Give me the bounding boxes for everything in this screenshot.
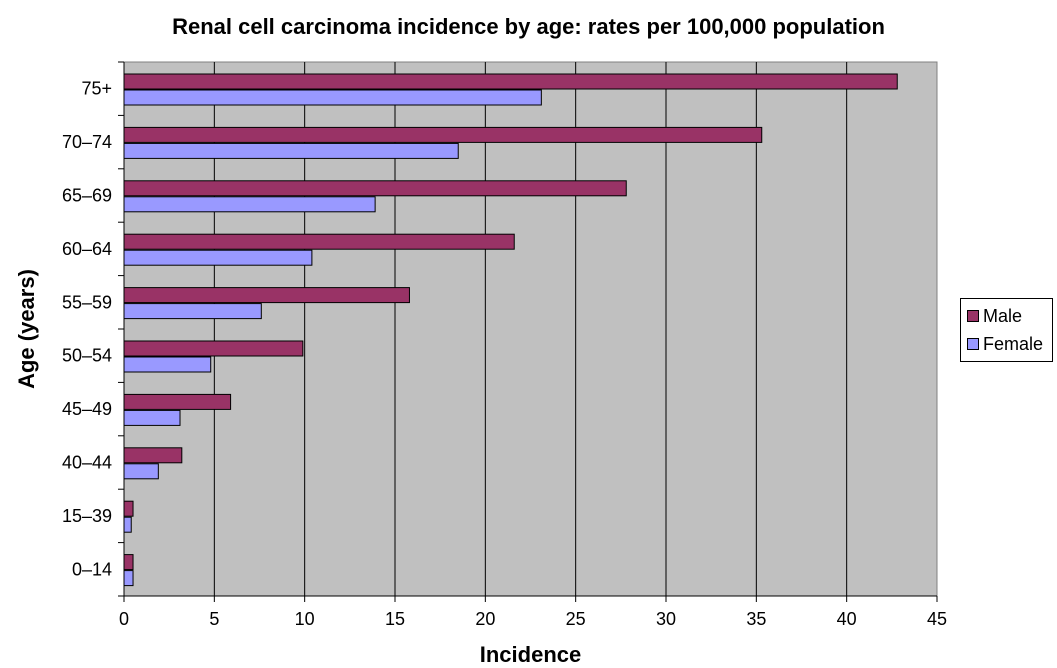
bar-female-60–64 <box>123 249 313 266</box>
bar-female-0–14 <box>123 570 134 587</box>
y-tick-label: 75+ <box>81 79 112 99</box>
bar-male-55–59 <box>123 287 410 304</box>
bar-female-40–44 <box>123 463 159 480</box>
bar-female-55–59 <box>123 303 262 320</box>
x-tick-label: 30 <box>656 609 676 629</box>
bar-male-45–49 <box>123 393 232 410</box>
legend: Male Female <box>960 298 1053 362</box>
x-tick-label: 25 <box>566 609 586 629</box>
y-axis-title: Age (years) <box>14 269 39 389</box>
x-axis-title: Incidence <box>480 642 581 667</box>
bar-male-65–69 <box>123 180 627 197</box>
legend-label-male: Male <box>983 305 1023 326</box>
chart-title: Renal cell carcinoma incidence by age: r… <box>172 14 885 39</box>
y-tick-label: 50–54 <box>62 346 112 366</box>
x-tick-label: 10 <box>295 609 315 629</box>
bar-female-75+ <box>123 89 542 106</box>
bar-female-65–69 <box>123 196 376 213</box>
y-tick-label: 40–44 <box>62 453 112 473</box>
legend-label-female: Female <box>983 333 1044 354</box>
y-tick-label: 15–39 <box>62 506 112 526</box>
y-tick-label: 65–69 <box>62 186 112 206</box>
bar-male-75+ <box>123 73 898 90</box>
bar-male-0–14 <box>123 554 134 571</box>
x-tick-label: 0 <box>119 609 129 629</box>
y-tick-label: 60–64 <box>62 239 112 259</box>
bar-female-45–49 <box>123 409 181 426</box>
x-tick-label: 15 <box>385 609 405 629</box>
bar-female-70–74 <box>123 142 459 159</box>
x-tick-label: 45 <box>927 609 947 629</box>
bar-male-40–44 <box>123 447 183 464</box>
x-tick-label: 35 <box>746 609 766 629</box>
bar-female-15–39 <box>123 516 132 533</box>
legend-item-female: Female <box>967 333 1043 355</box>
bar-female-50–54 <box>123 356 212 373</box>
x-tick-label: 20 <box>475 609 495 629</box>
y-tick-label: 45–49 <box>62 399 112 419</box>
y-tick-label: 70–74 <box>62 132 112 152</box>
bar-male-70–74 <box>123 126 763 143</box>
bar-male-50–54 <box>123 340 304 357</box>
y-tick-label: 0–14 <box>72 559 112 579</box>
bar-male-15–39 <box>123 500 134 517</box>
legend-item-male: Male <box>967 305 1022 327</box>
y-tick-label: 55–59 <box>62 292 112 312</box>
x-tick-label: 5 <box>209 609 219 629</box>
x-tick-label: 40 <box>837 609 857 629</box>
legend-swatch-male <box>967 310 979 322</box>
legend-swatch-female <box>967 338 979 350</box>
bar-male-60–64 <box>123 233 515 250</box>
